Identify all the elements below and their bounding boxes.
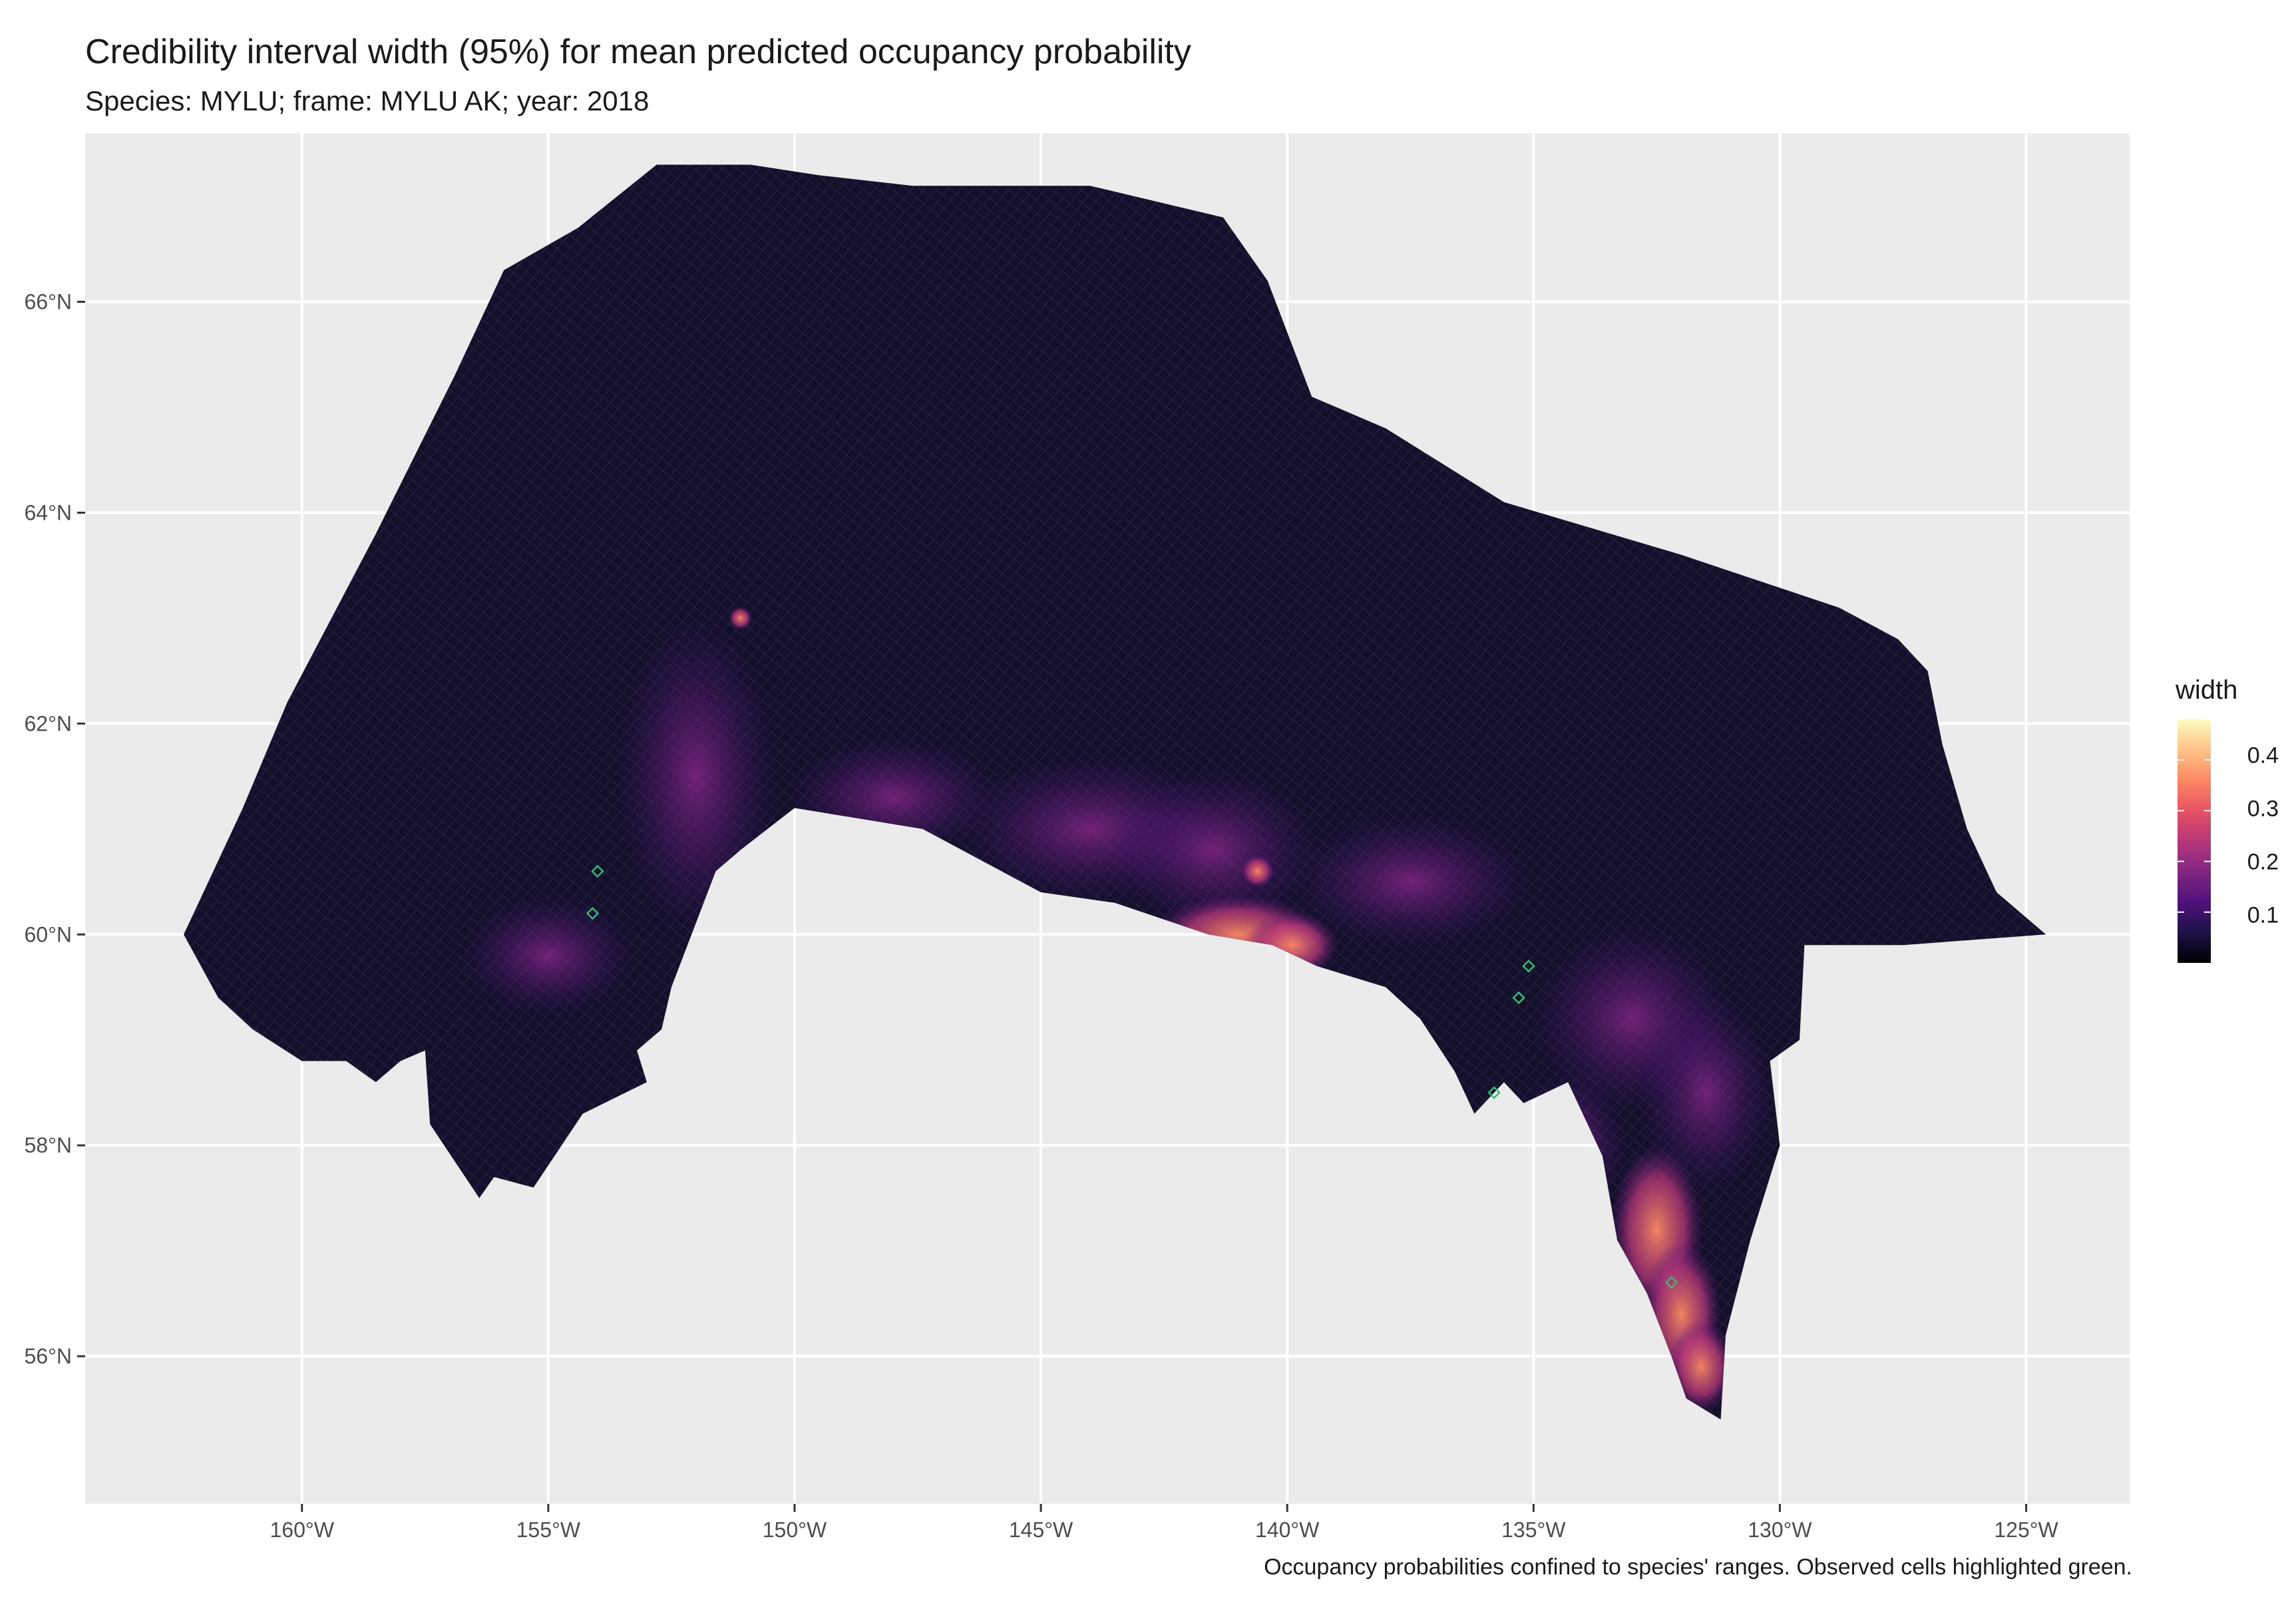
observed-cell [1512,991,1525,1005]
moderate-width-area [1639,993,1773,1192]
y-tick-label: 64°N [25,500,73,524]
y-tick-label: 62°N [25,711,73,735]
x-axis: 160°W 155°W 150°W 145°W 140°W 135°W 130°W 125°W [270,1504,2059,1542]
x-tick-label: 130°W [1748,1518,1812,1542]
x-tick-label: 155°W [516,1518,581,1542]
high-width-area [1241,854,1274,888]
legend-label-0.4: 0.4 [2247,743,2279,769]
x-tick-label: 125°W [1994,1518,2058,1542]
legend-title: width [2176,675,2238,705]
x-tick-label: 145°W [1009,1518,1073,1542]
map-title: Credibility interval width (95%) for mea… [85,33,1191,71]
x-tick-label: 140°W [1255,1518,1320,1542]
moderate-width-area [1290,815,1531,949]
high-width-area [1667,1320,1734,1413]
x-tick-label: 160°W [270,1518,335,1542]
high-width-area [728,606,753,630]
y-tick-label: 56°N [25,1344,73,1368]
moderate-width-area [461,896,635,1015]
map-caption: Occupancy probabilities confined to spec… [1264,1554,2132,1580]
legend-label-0.1: 0.1 [2247,902,2279,928]
observed-cell [1487,1086,1501,1099]
y-axis: 56°N 58°N 60°N 62°N 64°N 66°N [25,290,85,1368]
observed-cell [1522,960,1535,973]
observed-cells [586,864,1678,1289]
legend-label-0.2: 0.2 [2247,849,2279,875]
map-subtitle: Species: MYLU; frame: MYLU AK; year: 201… [85,85,650,116]
y-tick-label: 66°N [25,290,73,314]
observed-cell [591,864,604,878]
y-tick-label: 58°N [25,1133,73,1157]
observed-cell [1664,1276,1678,1289]
observed-cell [586,906,600,920]
x-tick-label: 135°W [1501,1518,1566,1542]
moderate-width-area [1107,770,1320,930]
legend-colorbar [2178,719,2211,963]
y-tick-label: 60°N [25,922,73,946]
legend-label-0.3: 0.3 [2247,796,2279,822]
x-tick-label: 150°W [763,1518,827,1542]
legend-ticks [2178,759,2211,913]
